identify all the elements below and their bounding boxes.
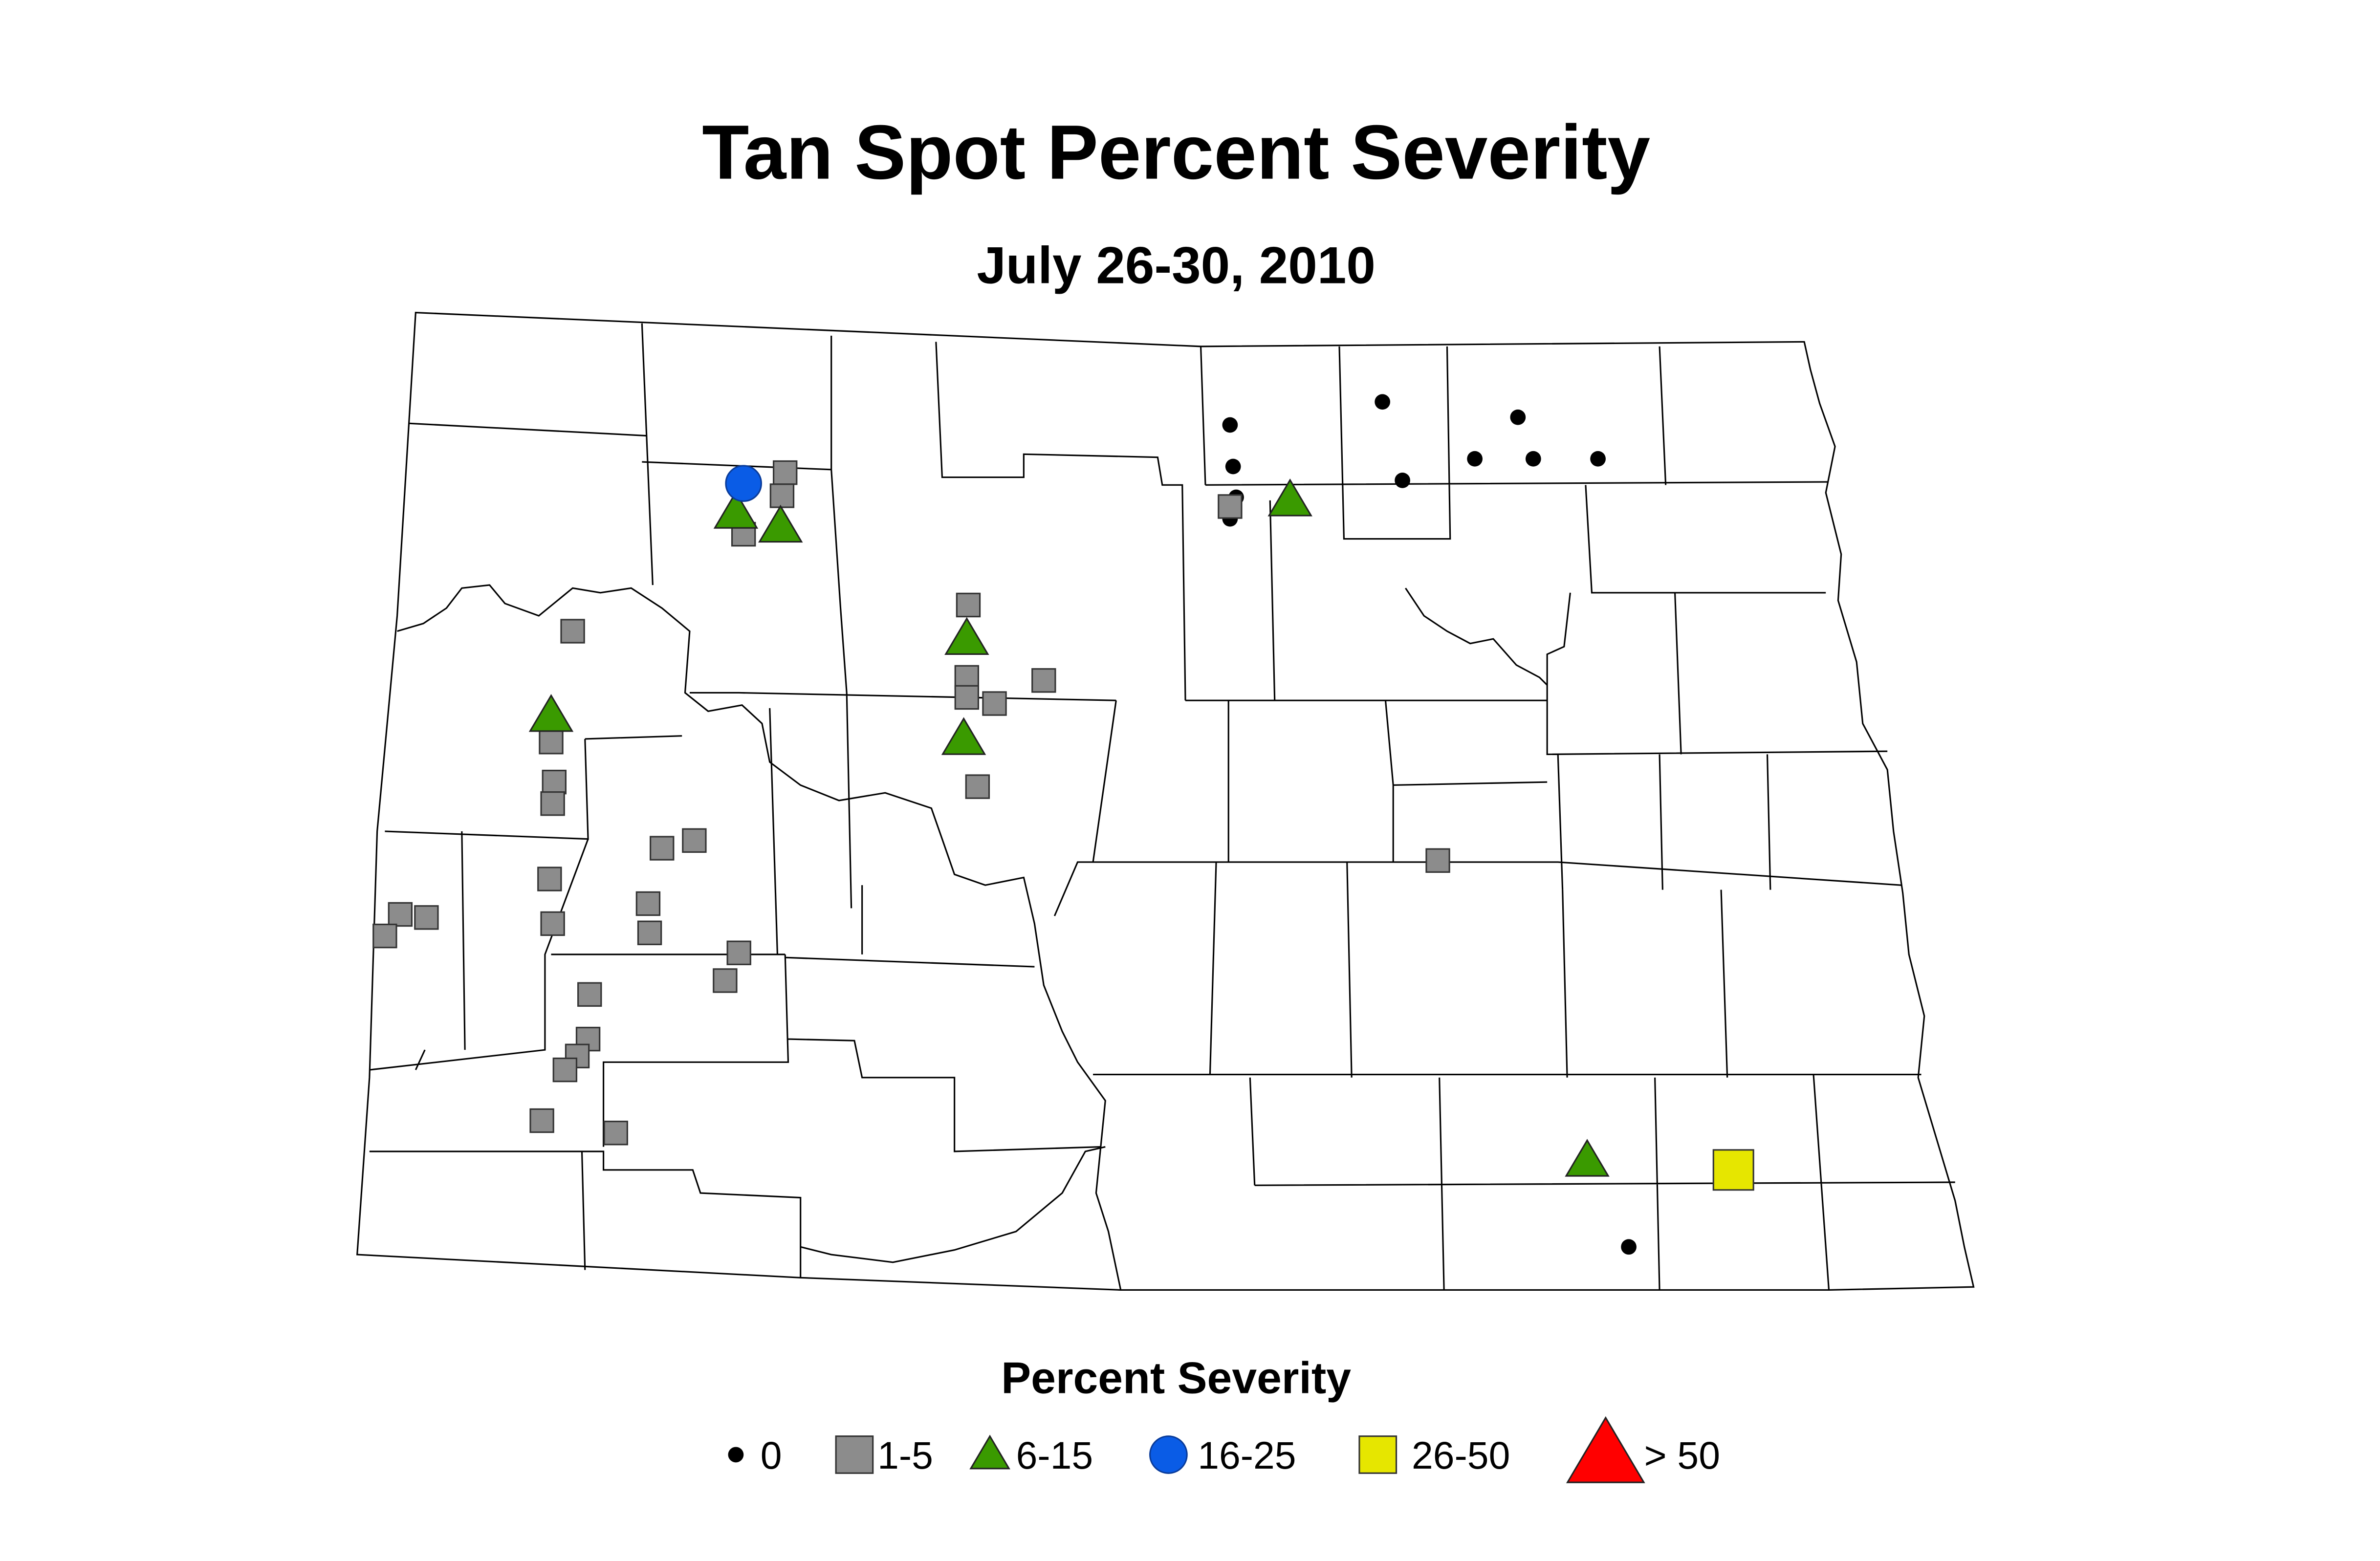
square-marker [539, 730, 564, 755]
square-marker [1031, 668, 1056, 693]
dot-marker [1222, 417, 1238, 433]
legend-label: 26-50 [1412, 1434, 1510, 1477]
dot-marker [1225, 458, 1241, 475]
dot-marker [1375, 394, 1391, 410]
square-marker [540, 911, 565, 936]
triangle-marker [944, 617, 989, 655]
triangle-marker [941, 717, 986, 755]
square-marker [635, 891, 661, 916]
circle-marker [725, 465, 762, 502]
square-marker [769, 483, 795, 508]
square-marker [372, 923, 397, 949]
river [1405, 587, 1548, 686]
legend-label: 6-15 [1016, 1434, 1093, 1477]
dot-marker [1395, 472, 1410, 488]
square-marker [835, 1435, 874, 1474]
subtitle: July 26-30, 2010 [977, 236, 1376, 295]
square-marker [529, 1108, 554, 1133]
river [800, 1146, 1106, 1263]
square-marker [542, 769, 567, 795]
dot-marker [728, 1447, 744, 1463]
triangle-marker [1267, 478, 1312, 517]
dot-marker [1510, 409, 1526, 425]
legend-label: 1-5 [877, 1434, 933, 1477]
square-marker [540, 791, 565, 816]
river [397, 584, 1122, 1290]
triangle-marker [528, 694, 574, 732]
title: Tan Spot Percent Severity [702, 109, 1650, 195]
square-marker [726, 940, 751, 965]
triangle-marker [969, 1434, 1010, 1470]
square-marker [713, 968, 738, 993]
county-lines [369, 323, 1955, 1290]
square-marker [537, 867, 562, 891]
square-marker [773, 460, 798, 485]
legend: 0 1-5 6-15 16-25 26-50 > 50 [728, 1416, 1720, 1483]
square-marker [552, 1057, 578, 1083]
square-marker [388, 902, 413, 927]
square-marker [1425, 848, 1450, 873]
square-marker [956, 592, 981, 618]
legend-label: 16-25 [1198, 1434, 1296, 1477]
state-outline [356, 311, 1975, 1291]
legend-title: Percent Severity [1001, 1353, 1351, 1403]
triangle-marker [1566, 1416, 1645, 1483]
square-marker [965, 774, 990, 799]
site-markers [372, 394, 1754, 1255]
triangle-marker [758, 504, 803, 543]
square-marker [414, 905, 439, 930]
square-marker [682, 828, 707, 853]
square-marker [603, 1121, 628, 1146]
square-marker [577, 982, 602, 1007]
square-marker [637, 920, 662, 945]
dot-marker [1525, 451, 1541, 467]
dot-marker [1621, 1239, 1637, 1255]
square-marker [560, 619, 585, 644]
legend-label: 0 [761, 1434, 782, 1477]
square-marker [1358, 1435, 1397, 1474]
dot-marker [1467, 451, 1483, 467]
county-map [356, 311, 1975, 1291]
triangle-marker [713, 491, 759, 529]
square-marker [1712, 1149, 1754, 1191]
triangle-marker [1565, 1139, 1610, 1177]
square-marker [954, 685, 980, 710]
square-marker [650, 836, 675, 861]
circle-marker [1149, 1435, 1188, 1474]
dot-marker [1590, 451, 1606, 467]
legend-label: > 50 [1644, 1434, 1720, 1477]
square-marker [1218, 494, 1243, 519]
square-marker [982, 691, 1007, 716]
